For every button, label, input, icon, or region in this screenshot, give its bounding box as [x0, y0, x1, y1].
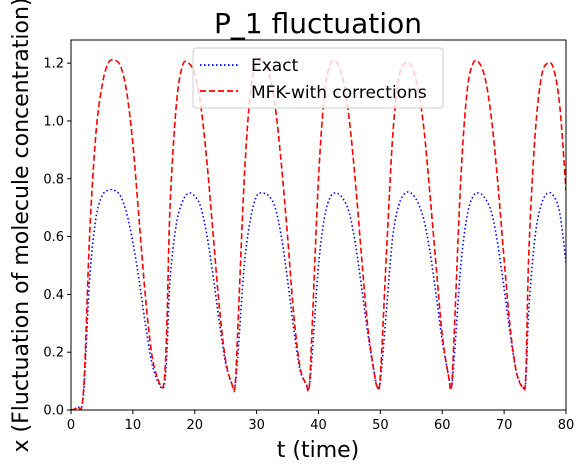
x-tick-label: 10 [125, 418, 142, 433]
series-lines [71, 58, 566, 410]
y-tick-label: 1.2 [43, 57, 64, 72]
x-tick-label: 70 [496, 418, 513, 433]
y-tick-label: 0.8 [43, 172, 64, 187]
y-axis-label: x (Fluctuation of molecule concentration… [9, 0, 34, 452]
legend-label-exact: Exact [251, 56, 299, 76]
legend: Exact MFK-with corrections [192, 47, 444, 109]
x-tick-label: 20 [186, 418, 203, 433]
x-tick-label: 40 [310, 418, 327, 433]
x-axis: 0 10 20 30 40 50 60 70 80 [67, 410, 574, 433]
legend-label-mfk: MFK-with corrections [251, 83, 427, 103]
chart-title: P_1 fluctuation [214, 7, 422, 40]
x-axis-label: t (time) [277, 438, 360, 463]
y-tick-label: 0.2 [43, 346, 64, 361]
x-tick-label: 60 [434, 418, 451, 433]
y-axis: 0.0 0.2 0.4 0.6 0.8 1.0 1.2 [43, 57, 71, 419]
x-tick-label: 30 [248, 418, 265, 433]
series-line-mfk-with-corrections [71, 58, 566, 410]
y-tick-label: 0.4 [43, 288, 64, 303]
x-tick-label: 0 [67, 418, 75, 433]
y-tick-label: 0.6 [43, 230, 64, 245]
legend-box [192, 47, 444, 109]
x-tick-label: 80 [558, 418, 575, 433]
y-tick-label: 1.0 [43, 114, 64, 129]
y-tick-label: 0.0 [43, 404, 64, 419]
x-tick-label: 50 [372, 418, 389, 433]
series-line-exact [71, 188, 566, 410]
